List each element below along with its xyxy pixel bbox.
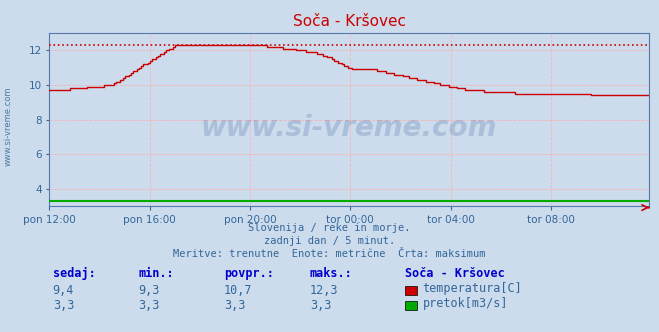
Text: Meritve: trenutne  Enote: metrične  Črta: maksimum: Meritve: trenutne Enote: metrične Črta: … [173, 249, 486, 259]
Text: maks.:: maks.: [310, 267, 353, 280]
Text: 3,3: 3,3 [138, 299, 159, 312]
Text: Soča - Kršovec: Soča - Kršovec [405, 267, 505, 280]
Text: 12,3: 12,3 [310, 284, 338, 297]
Text: 3,3: 3,3 [53, 299, 74, 312]
Text: 3,3: 3,3 [310, 299, 331, 312]
Title: Soča - Kršovec: Soča - Kršovec [293, 14, 406, 29]
Text: www.si-vreme.com: www.si-vreme.com [3, 86, 13, 166]
Text: 9,4: 9,4 [53, 284, 74, 297]
Text: temperatura[C]: temperatura[C] [422, 282, 522, 295]
Text: 9,3: 9,3 [138, 284, 159, 297]
Text: 3,3: 3,3 [224, 299, 245, 312]
Text: povpr.:: povpr.: [224, 267, 274, 280]
Text: www.si-vreme.com: www.si-vreme.com [201, 114, 498, 142]
Text: pretok[m3/s]: pretok[m3/s] [422, 297, 508, 310]
Text: Slovenija / reke in morje.: Slovenija / reke in morje. [248, 223, 411, 233]
Text: 10,7: 10,7 [224, 284, 252, 297]
Text: sedaj:: sedaj: [53, 267, 96, 280]
Text: zadnji dan / 5 minut.: zadnji dan / 5 minut. [264, 236, 395, 246]
Text: min.:: min.: [138, 267, 174, 280]
